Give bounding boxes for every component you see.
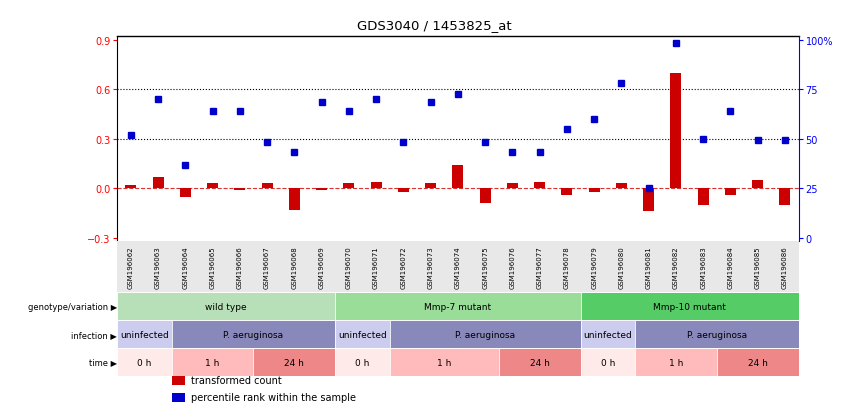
Bar (117, 320, 172, 348)
Bar (452, 166, 464, 189)
Text: GSM196064: GSM196064 (182, 246, 188, 288)
Bar (643, 189, 654, 212)
Text: GDS3040 / 1453825_at: GDS3040 / 1453825_at (357, 19, 511, 31)
Text: uninfected: uninfected (339, 330, 387, 339)
Text: P. aeruginosa: P. aeruginosa (223, 330, 284, 339)
Text: wild type: wild type (206, 302, 247, 311)
Text: 1 h: 1 h (206, 358, 220, 367)
Text: GSM196076: GSM196076 (510, 246, 516, 288)
Text: GSM196062: GSM196062 (128, 246, 134, 288)
Text: GSM196073: GSM196073 (428, 246, 434, 288)
Bar (425, 184, 436, 189)
Text: P. aeruginosa: P. aeruginosa (455, 330, 516, 339)
Text: GSM196072: GSM196072 (400, 246, 406, 288)
Text: 1 h: 1 h (668, 358, 683, 367)
Text: infection ▶: infection ▶ (71, 330, 117, 339)
Bar (562, 189, 572, 195)
Bar (635, 320, 799, 348)
Bar (180, 189, 191, 197)
Bar (725, 189, 736, 195)
Bar (335, 320, 390, 348)
Bar (581, 348, 635, 376)
Bar (698, 189, 708, 205)
Text: 24 h: 24 h (747, 358, 767, 367)
Text: GSM196077: GSM196077 (536, 246, 542, 288)
Bar (344, 184, 354, 189)
Bar (581, 293, 799, 320)
Text: GSM196066: GSM196066 (237, 246, 243, 288)
Text: GSM196086: GSM196086 (782, 246, 788, 288)
Bar (635, 348, 717, 376)
Text: genotype/variation ▶: genotype/variation ▶ (28, 302, 117, 311)
Text: 0 h: 0 h (355, 358, 370, 367)
Text: GSM196070: GSM196070 (345, 246, 352, 288)
Text: GSM196069: GSM196069 (319, 246, 325, 288)
Text: GSM196078: GSM196078 (564, 246, 570, 288)
Text: percentile rank within the sample: percentile rank within the sample (191, 392, 356, 402)
Bar (581, 320, 635, 348)
Bar (172, 393, 186, 402)
Text: GSM196081: GSM196081 (646, 246, 652, 288)
Bar (172, 320, 335, 348)
Text: 24 h: 24 h (529, 358, 549, 367)
Bar (253, 348, 335, 376)
Bar (316, 189, 327, 190)
Bar (717, 348, 799, 376)
Bar (480, 189, 490, 204)
Text: GSM196065: GSM196065 (209, 246, 215, 288)
Text: 0 h: 0 h (601, 358, 615, 367)
Text: GSM196063: GSM196063 (155, 246, 161, 288)
Text: time ▶: time ▶ (89, 358, 117, 367)
Bar (117, 348, 172, 376)
Bar (153, 177, 163, 189)
Bar (261, 184, 273, 189)
Text: GSM196083: GSM196083 (700, 246, 707, 288)
Bar (172, 348, 253, 376)
Text: uninfected: uninfected (120, 330, 168, 339)
Bar (390, 320, 581, 348)
Text: GSM196084: GSM196084 (727, 246, 733, 288)
Bar (335, 348, 390, 376)
Text: 1 h: 1 h (437, 358, 451, 367)
Bar (207, 184, 218, 189)
Text: 0 h: 0 h (137, 358, 152, 367)
Bar (234, 189, 246, 190)
Bar (172, 376, 186, 385)
Bar (398, 189, 409, 192)
Text: GSM196085: GSM196085 (754, 246, 760, 288)
Bar (289, 189, 299, 210)
Bar (507, 184, 518, 189)
Bar (390, 348, 499, 376)
Bar (371, 182, 382, 189)
Text: GSM196074: GSM196074 (455, 246, 461, 288)
Text: transformed count: transformed count (191, 375, 281, 385)
Bar (534, 182, 545, 189)
Bar (335, 293, 581, 320)
Text: GSM196075: GSM196075 (482, 246, 488, 288)
Bar (499, 348, 581, 376)
Text: GSM196079: GSM196079 (591, 246, 597, 288)
Bar (753, 180, 763, 189)
Bar (125, 185, 136, 189)
Bar (589, 189, 600, 192)
Text: uninfected: uninfected (583, 330, 632, 339)
Text: GSM196068: GSM196068 (292, 246, 298, 288)
Text: Mmp-10 mutant: Mmp-10 mutant (653, 302, 726, 311)
Text: Mmp-7 mutant: Mmp-7 mutant (424, 302, 491, 311)
Text: GSM196082: GSM196082 (673, 246, 679, 288)
Text: 24 h: 24 h (285, 358, 305, 367)
Text: P. aeruginosa: P. aeruginosa (687, 330, 746, 339)
Text: GSM196067: GSM196067 (264, 246, 270, 288)
Bar (670, 74, 681, 189)
Text: GSM196080: GSM196080 (618, 246, 624, 288)
Bar (117, 293, 335, 320)
Bar (779, 189, 791, 205)
Bar (616, 184, 627, 189)
Text: GSM196071: GSM196071 (373, 246, 379, 288)
